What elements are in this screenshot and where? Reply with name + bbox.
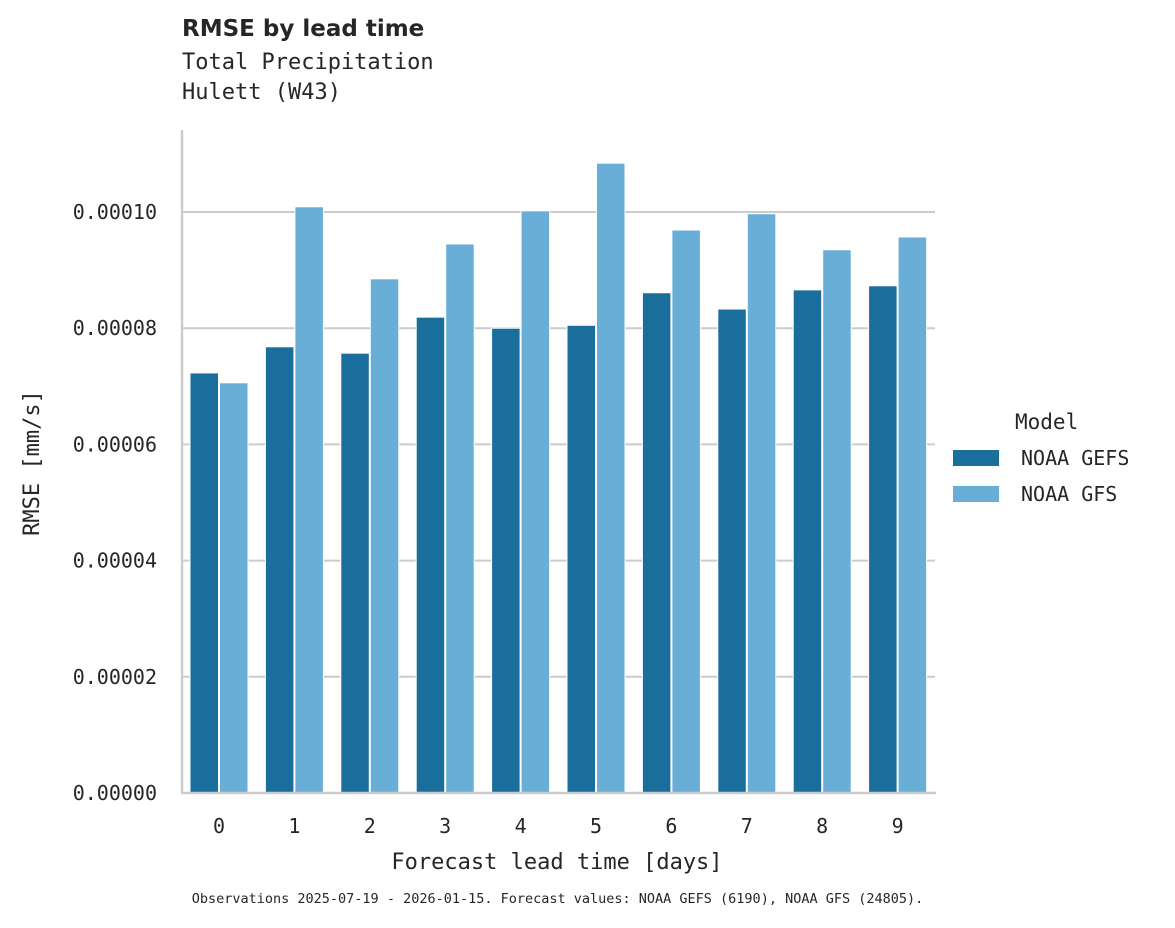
- legend-label: NOAA GEFS: [1021, 446, 1130, 470]
- bar-gefs-5: [566, 324, 596, 794]
- bar-gfs-2: [369, 278, 400, 794]
- x-tick-label: 8: [816, 814, 828, 838]
- bar-gfs-7: [746, 213, 777, 794]
- bar-gfs-9: [897, 236, 928, 794]
- x-axis-label: Forecast lead time [days]: [391, 850, 722, 875]
- chart-subtitle-variable: Total Precipitation: [182, 50, 434, 75]
- x-tick-labels: 0 1 2 3 4 5 6 7 8 9: [213, 814, 904, 838]
- bar-gfs-0: [219, 382, 249, 794]
- legend-item-gefs: NOAA GEFS: [953, 440, 1129, 476]
- x-tick-label: 1: [288, 814, 300, 838]
- footnote: Observations 2025-07-19 - 2026-01-15. Fo…: [191, 891, 924, 907]
- y-tick-label: 0.00002: [73, 665, 157, 689]
- bar-gefs-3: [415, 316, 446, 794]
- x-tick-label: 9: [892, 814, 904, 838]
- bar-gefs-0: [189, 372, 219, 794]
- bar-gefs-2: [340, 352, 370, 794]
- bar-gefs-7: [717, 308, 747, 794]
- x-tick-label: 0: [213, 814, 225, 838]
- bar-gfs-5: [596, 162, 626, 794]
- y-tick-label: 0.00010: [73, 200, 157, 224]
- y-axis-label: RMSE [mm/s]: [20, 390, 45, 536]
- legend: Model NOAA GEFS NOAA GFS: [953, 410, 1129, 512]
- x-tick-label: 2: [364, 814, 376, 838]
- bar-gefs-4: [491, 327, 521, 794]
- chart-title: RMSE by lead time: [182, 16, 425, 42]
- bar-gefs-1: [264, 346, 295, 794]
- bars: [189, 162, 928, 794]
- bar-gfs-8: [822, 249, 852, 794]
- bar-gefs-8: [792, 289, 823, 794]
- y-tick-labels: 0.00000 0.00002 0.00004 0.00006 0.00008 0.000…: [73, 200, 157, 805]
- bar-gefs-6: [641, 292, 672, 794]
- legend-swatch-gefs: [953, 450, 999, 466]
- bar-gfs-3: [445, 243, 475, 794]
- chart-subtitle-station: Hulett (W43): [182, 80, 341, 105]
- y-tick-label: 0.00006: [73, 432, 157, 456]
- legend-item-gfs: NOAA GFS: [953, 476, 1129, 512]
- bar-gefs-9: [868, 285, 898, 794]
- x-tick-label: 3: [439, 814, 451, 838]
- bar-gfs-6: [671, 229, 701, 794]
- legend-swatch-gfs: [953, 486, 999, 502]
- x-tick-label: 5: [590, 814, 602, 838]
- y-tick-label: 0.00000: [73, 781, 157, 805]
- legend-label: NOAA GFS: [1021, 482, 1118, 506]
- x-tick-label: 6: [665, 814, 677, 838]
- axes: [180, 130, 936, 795]
- y-tick-label: 0.00008: [73, 316, 157, 340]
- x-tick-label: 4: [515, 814, 527, 838]
- y-tick-label: 0.00004: [73, 549, 157, 573]
- x-tick-label: 7: [741, 814, 753, 838]
- bar-gfs-4: [520, 210, 551, 794]
- bar-gfs-1: [294, 206, 324, 794]
- legend-title: Model: [1015, 410, 1079, 434]
